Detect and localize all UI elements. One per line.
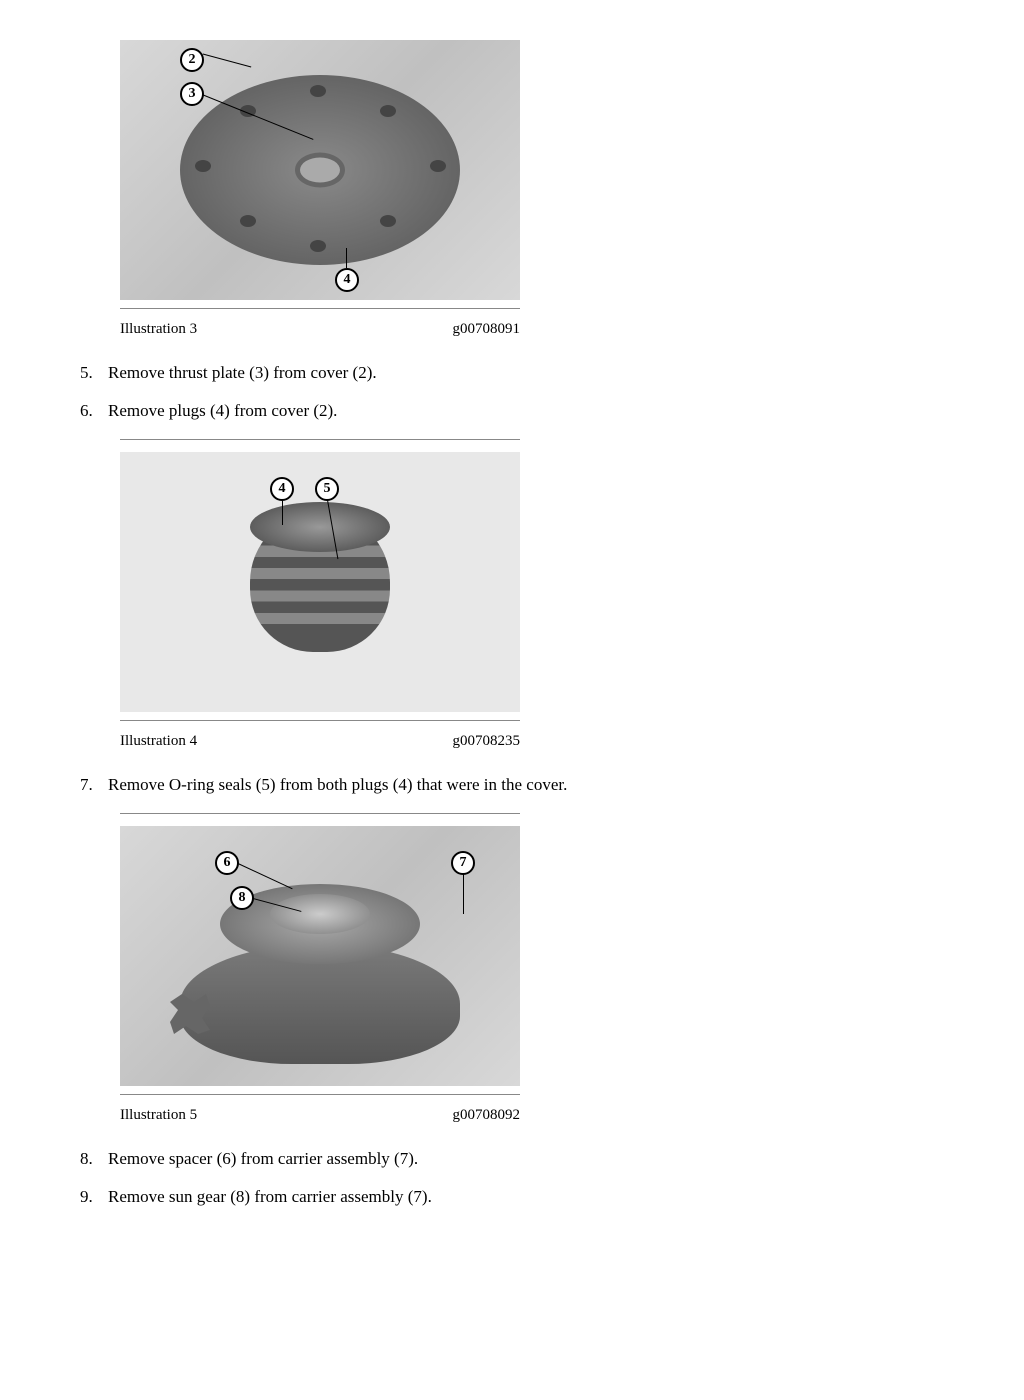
illustration-label: Illustration 4	[120, 733, 197, 750]
figure-divider-top5	[120, 813, 520, 814]
assembly-part	[160, 874, 480, 1064]
callout-8: 8	[230, 886, 254, 910]
callout-4: 4	[335, 268, 359, 292]
callout-4b: 4	[270, 477, 294, 501]
callout-2: 2	[180, 48, 204, 72]
illustration-label: Illustration 5	[120, 1107, 197, 1124]
figure-3-block: 2 3 4 Illustration 3 g00708091	[120, 40, 944, 338]
illustration-code: g00708091	[453, 321, 521, 338]
illustration-label: Illustration 3	[120, 321, 197, 338]
callout-7: 7	[451, 851, 475, 875]
callout-6: 6	[215, 851, 239, 875]
step-9: 9. Remove sun gear (8) from carrier asse…	[80, 1187, 944, 1207]
step-8: 8. Remove spacer (6) from carrier assemb…	[80, 1149, 944, 1169]
figure-5-block: 6 7 8 Illustration 5 g00708092	[120, 813, 944, 1124]
figure-5-image: 6 7 8	[120, 826, 520, 1086]
figure-4-image: 4 5	[120, 452, 520, 712]
step-list-3: 8. Remove spacer (6) from carrier assemb…	[80, 1149, 944, 1207]
step-7: 7. Remove O-ring seals (5) from both plu…	[80, 775, 944, 795]
step-list-2: 7. Remove O-ring seals (5) from both plu…	[80, 775, 944, 795]
step-5: 5. Remove thrust plate (3) from cover (2…	[80, 363, 944, 383]
step-6: 6. Remove plugs (4) from cover (2).	[80, 401, 944, 421]
cylinder-part	[250, 512, 390, 652]
figure-3-image: 2 3 4	[120, 40, 520, 300]
figure-divider-bottom5	[120, 1094, 520, 1095]
callout-3: 3	[180, 82, 204, 106]
figure-4-caption: Illustration 4 g00708235	[120, 733, 520, 750]
figure-divider-top	[120, 439, 520, 440]
figure-5-caption: Illustration 5 g00708092	[120, 1107, 520, 1124]
step-list-1: 5. Remove thrust plate (3) from cover (2…	[80, 363, 944, 421]
illustration-code: g00708092	[453, 1107, 521, 1124]
illustration-code: g00708235	[453, 733, 521, 750]
figure-3-caption: Illustration 3 g00708091	[120, 321, 520, 338]
figure-4-block: 4 5 Illustration 4 g00708235	[120, 439, 944, 750]
callout-5: 5	[315, 477, 339, 501]
figure-divider-bottom	[120, 720, 520, 721]
figure-divider	[120, 308, 520, 309]
